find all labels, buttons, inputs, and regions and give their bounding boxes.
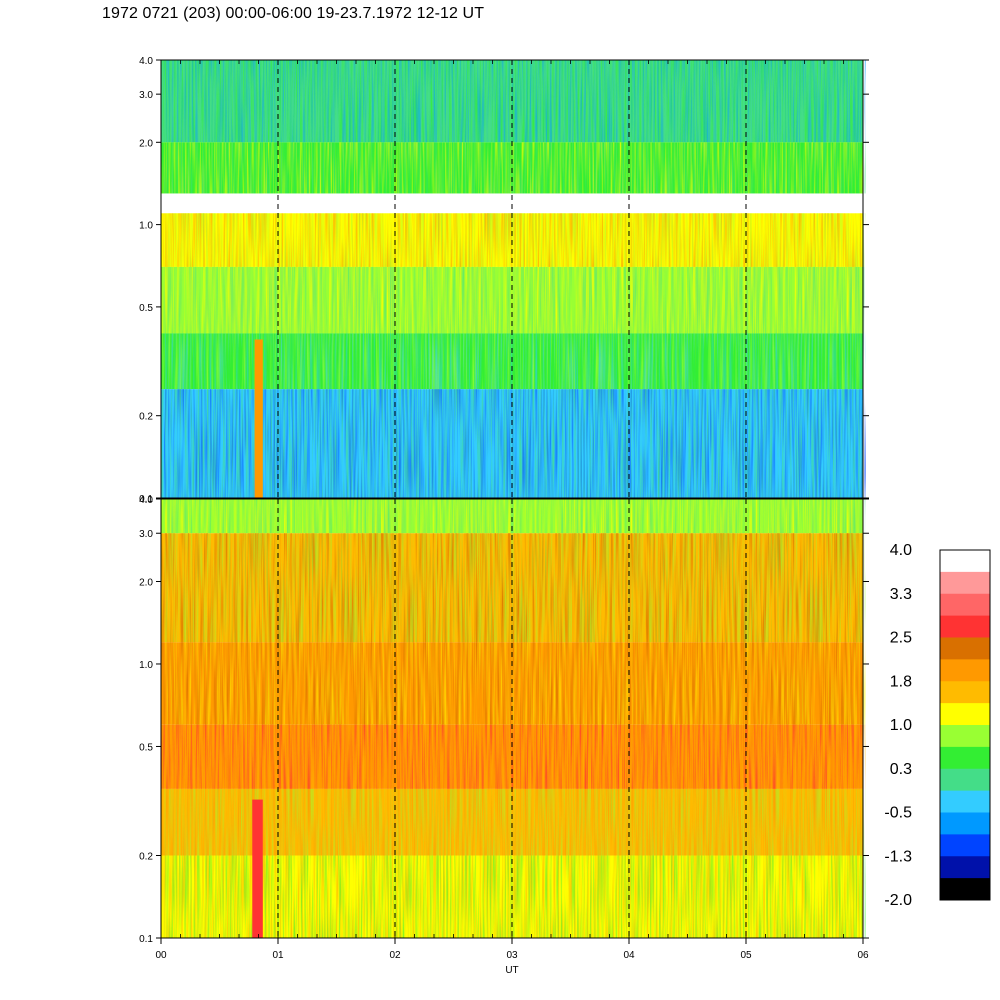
colorbar-segment (940, 878, 990, 901)
y-tick-label: 4.0 (139, 56, 153, 67)
y-tick-label: 3.0 (139, 529, 153, 540)
y-tick-label: 1.0 (139, 221, 153, 232)
spectrum-band-texture (164, 333, 866, 390)
spectrum-band-texture (164, 142, 866, 194)
x-tick-label: 03 (506, 950, 518, 961)
spectrum-band-texture (164, 499, 866, 534)
colorbar-label: 4.0 (890, 542, 912, 559)
upper-spectrogram-panel: 4.0 3.0 2.0 1.0 0.5 0.2 0.1 (139, 56, 869, 505)
y-tick-label: 0.5 (139, 742, 153, 753)
colorbar-segment (940, 703, 990, 726)
y-tick-label: 0.2 (139, 412, 153, 423)
y-tick-label: 0.1 (139, 494, 153, 505)
spectral-feature (252, 799, 263, 938)
colorbar-segment (940, 768, 990, 792)
colorbar-label: 0.3 (890, 761, 912, 778)
spectrum-band-texture (164, 855, 866, 938)
x-tick-label: 04 (623, 950, 635, 961)
colorbar-label: 1.8 (890, 673, 912, 690)
colorbar-label: -0.5 (884, 805, 912, 822)
y-tick-label: 1.0 (139, 660, 153, 671)
y-tick-label: 2.0 (139, 577, 153, 588)
spectral-feature (254, 339, 263, 498)
x-tick-label: 00 (155, 950, 167, 961)
x-axis: 00 01 02 03 04 05 06 (155, 60, 869, 961)
y-tick-label: 3.0 (139, 90, 153, 101)
colorbar-segment (940, 812, 990, 835)
colorbar-segment (940, 790, 990, 813)
spectrum-band-texture (164, 533, 866, 643)
x-tick-label: 05 (740, 950, 752, 961)
colorbar-label: 1.0 (890, 717, 912, 734)
spectrum-band-texture (164, 724, 866, 789)
colorbar-segment (940, 746, 990, 770)
y-tick-label: 0.2 (139, 852, 153, 863)
spectrum-band-texture (164, 266, 866, 334)
spectrum-band-texture (164, 389, 866, 498)
spectrum-band-texture (164, 788, 866, 856)
colorbar-frame (939, 549, 991, 901)
x-axis-label: UT (505, 965, 518, 976)
colorbar-segment (940, 615, 990, 638)
colorbar-segment (940, 681, 990, 704)
spectrum-band-texture (164, 213, 866, 267)
spectrum-band-texture (164, 642, 866, 725)
colorbar-segment (940, 550, 990, 573)
plot-title: 1972 0721 (203) 00:00-06:00 19-23.7.1972… (102, 5, 485, 22)
y-tick-label: 4.0 (139, 495, 153, 506)
colorbar-segment (940, 593, 990, 617)
colorbar-label: 3.3 (890, 586, 912, 603)
x-tick-label: 02 (389, 950, 401, 961)
x-tick-label: 06 (857, 950, 869, 961)
colorbar-segment (940, 725, 990, 748)
lower-spectrogram-panel: 4.0 3.0 2.0 1.0 0.5 0.2 0.1 (139, 495, 869, 945)
y-tick-label: 0.1 (139, 934, 153, 945)
colorbar-label: -1.3 (884, 848, 912, 865)
colorbar-segment (940, 856, 990, 879)
x-tick-label: 01 (272, 950, 284, 961)
spectrum-band-texture (164, 60, 866, 143)
colorbar: 4.0 3.3 2.5 1.8 1.0 0.3 -0.5 -1.3 -2.0 (884, 542, 991, 909)
colorbar-label: 2.5 (890, 630, 912, 647)
colorbar-segment (940, 659, 990, 682)
colorbar-segment (940, 571, 990, 595)
y-tick-label: 2.0 (139, 138, 153, 149)
colorbar-segment (940, 637, 990, 660)
colorbar-label: -2.0 (884, 892, 912, 909)
y-tick-label: 0.5 (139, 303, 153, 314)
colorbar-segment (940, 834, 990, 857)
